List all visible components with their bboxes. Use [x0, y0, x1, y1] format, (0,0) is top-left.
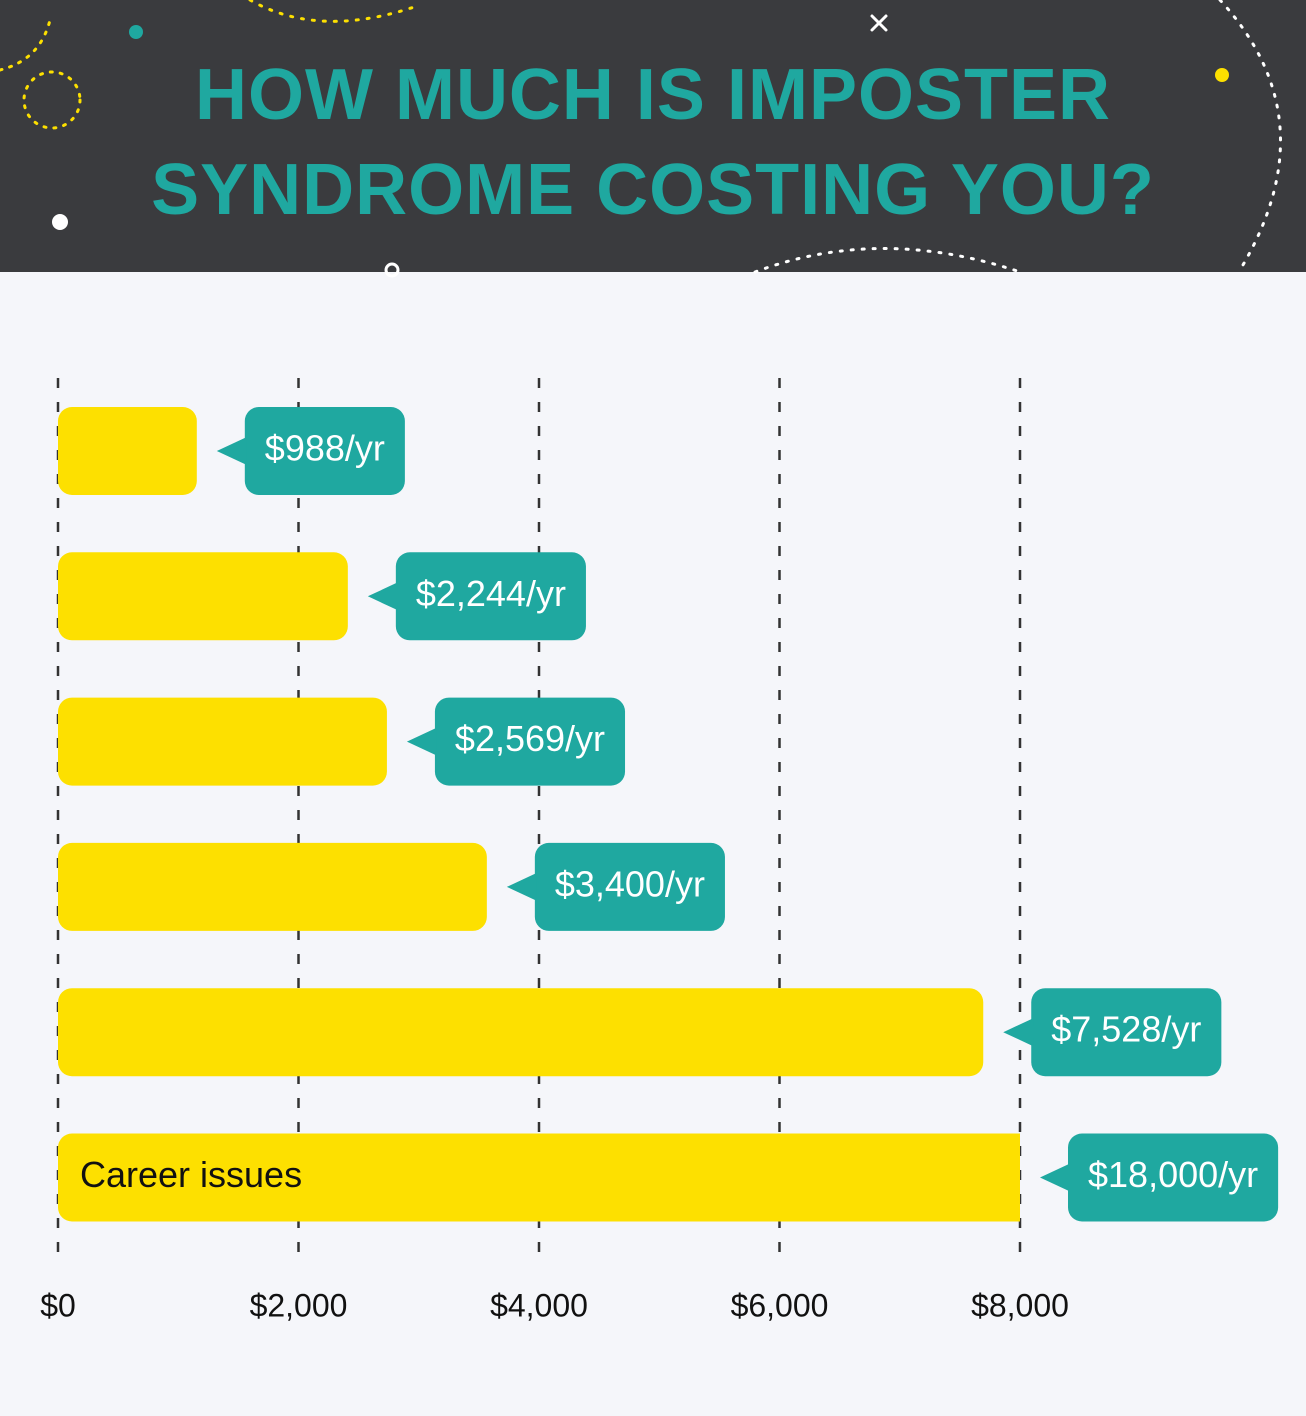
value-callout [216, 407, 405, 495]
bar [58, 988, 984, 1077]
value-callout [1040, 1133, 1279, 1222]
x-tick-label: $4,000 [490, 1287, 588, 1323]
header [0, 0, 1306, 272]
value-label: $18,000/yr [1088, 1154, 1258, 1195]
callout-pointer [216, 437, 247, 465]
bar [58, 1133, 1020, 1222]
callout-pointer [367, 582, 398, 611]
bar [58, 697, 387, 786]
callout-pointer [1003, 1018, 1034, 1047]
value-callout [367, 552, 586, 641]
callout-pointer [506, 872, 537, 901]
bar [58, 552, 348, 641]
value-label: $2,244/yr [416, 573, 566, 614]
value-callout [506, 842, 725, 931]
value-label: $2,569/yr [455, 718, 605, 759]
decoration [0, 0, 1282, 278]
x-tick-label: $6,000 [731, 1287, 829, 1323]
callout-pointer [406, 727, 437, 756]
callout-box [1068, 1133, 1279, 1222]
callout-box [244, 407, 405, 495]
value-callout [406, 697, 626, 786]
callout-box [534, 842, 725, 931]
callout-pointer [1040, 1163, 1070, 1192]
callout-box [434, 697, 626, 786]
category-label: Career issues [80, 1154, 302, 1195]
chart-title: HOW MUCH IS IMPOSTER SYNDROME COSTING YO… [151, 55, 1155, 230]
bar [58, 842, 487, 931]
bars [58, 407, 1020, 1222]
bar [58, 407, 197, 495]
x-tick-label: $2,000 [250, 1287, 348, 1323]
value-callout [1003, 988, 1222, 1077]
value-label: $7,528/yr [1051, 1009, 1201, 1050]
value-label: $3,400/yr [555, 863, 705, 904]
callout-box [395, 552, 586, 641]
x-tick-label: $0 [40, 1287, 76, 1323]
x-tick-label: $8,000 [971, 1287, 1069, 1323]
value-label: $988/yr [265, 428, 385, 469]
callout-box [1031, 988, 1222, 1077]
